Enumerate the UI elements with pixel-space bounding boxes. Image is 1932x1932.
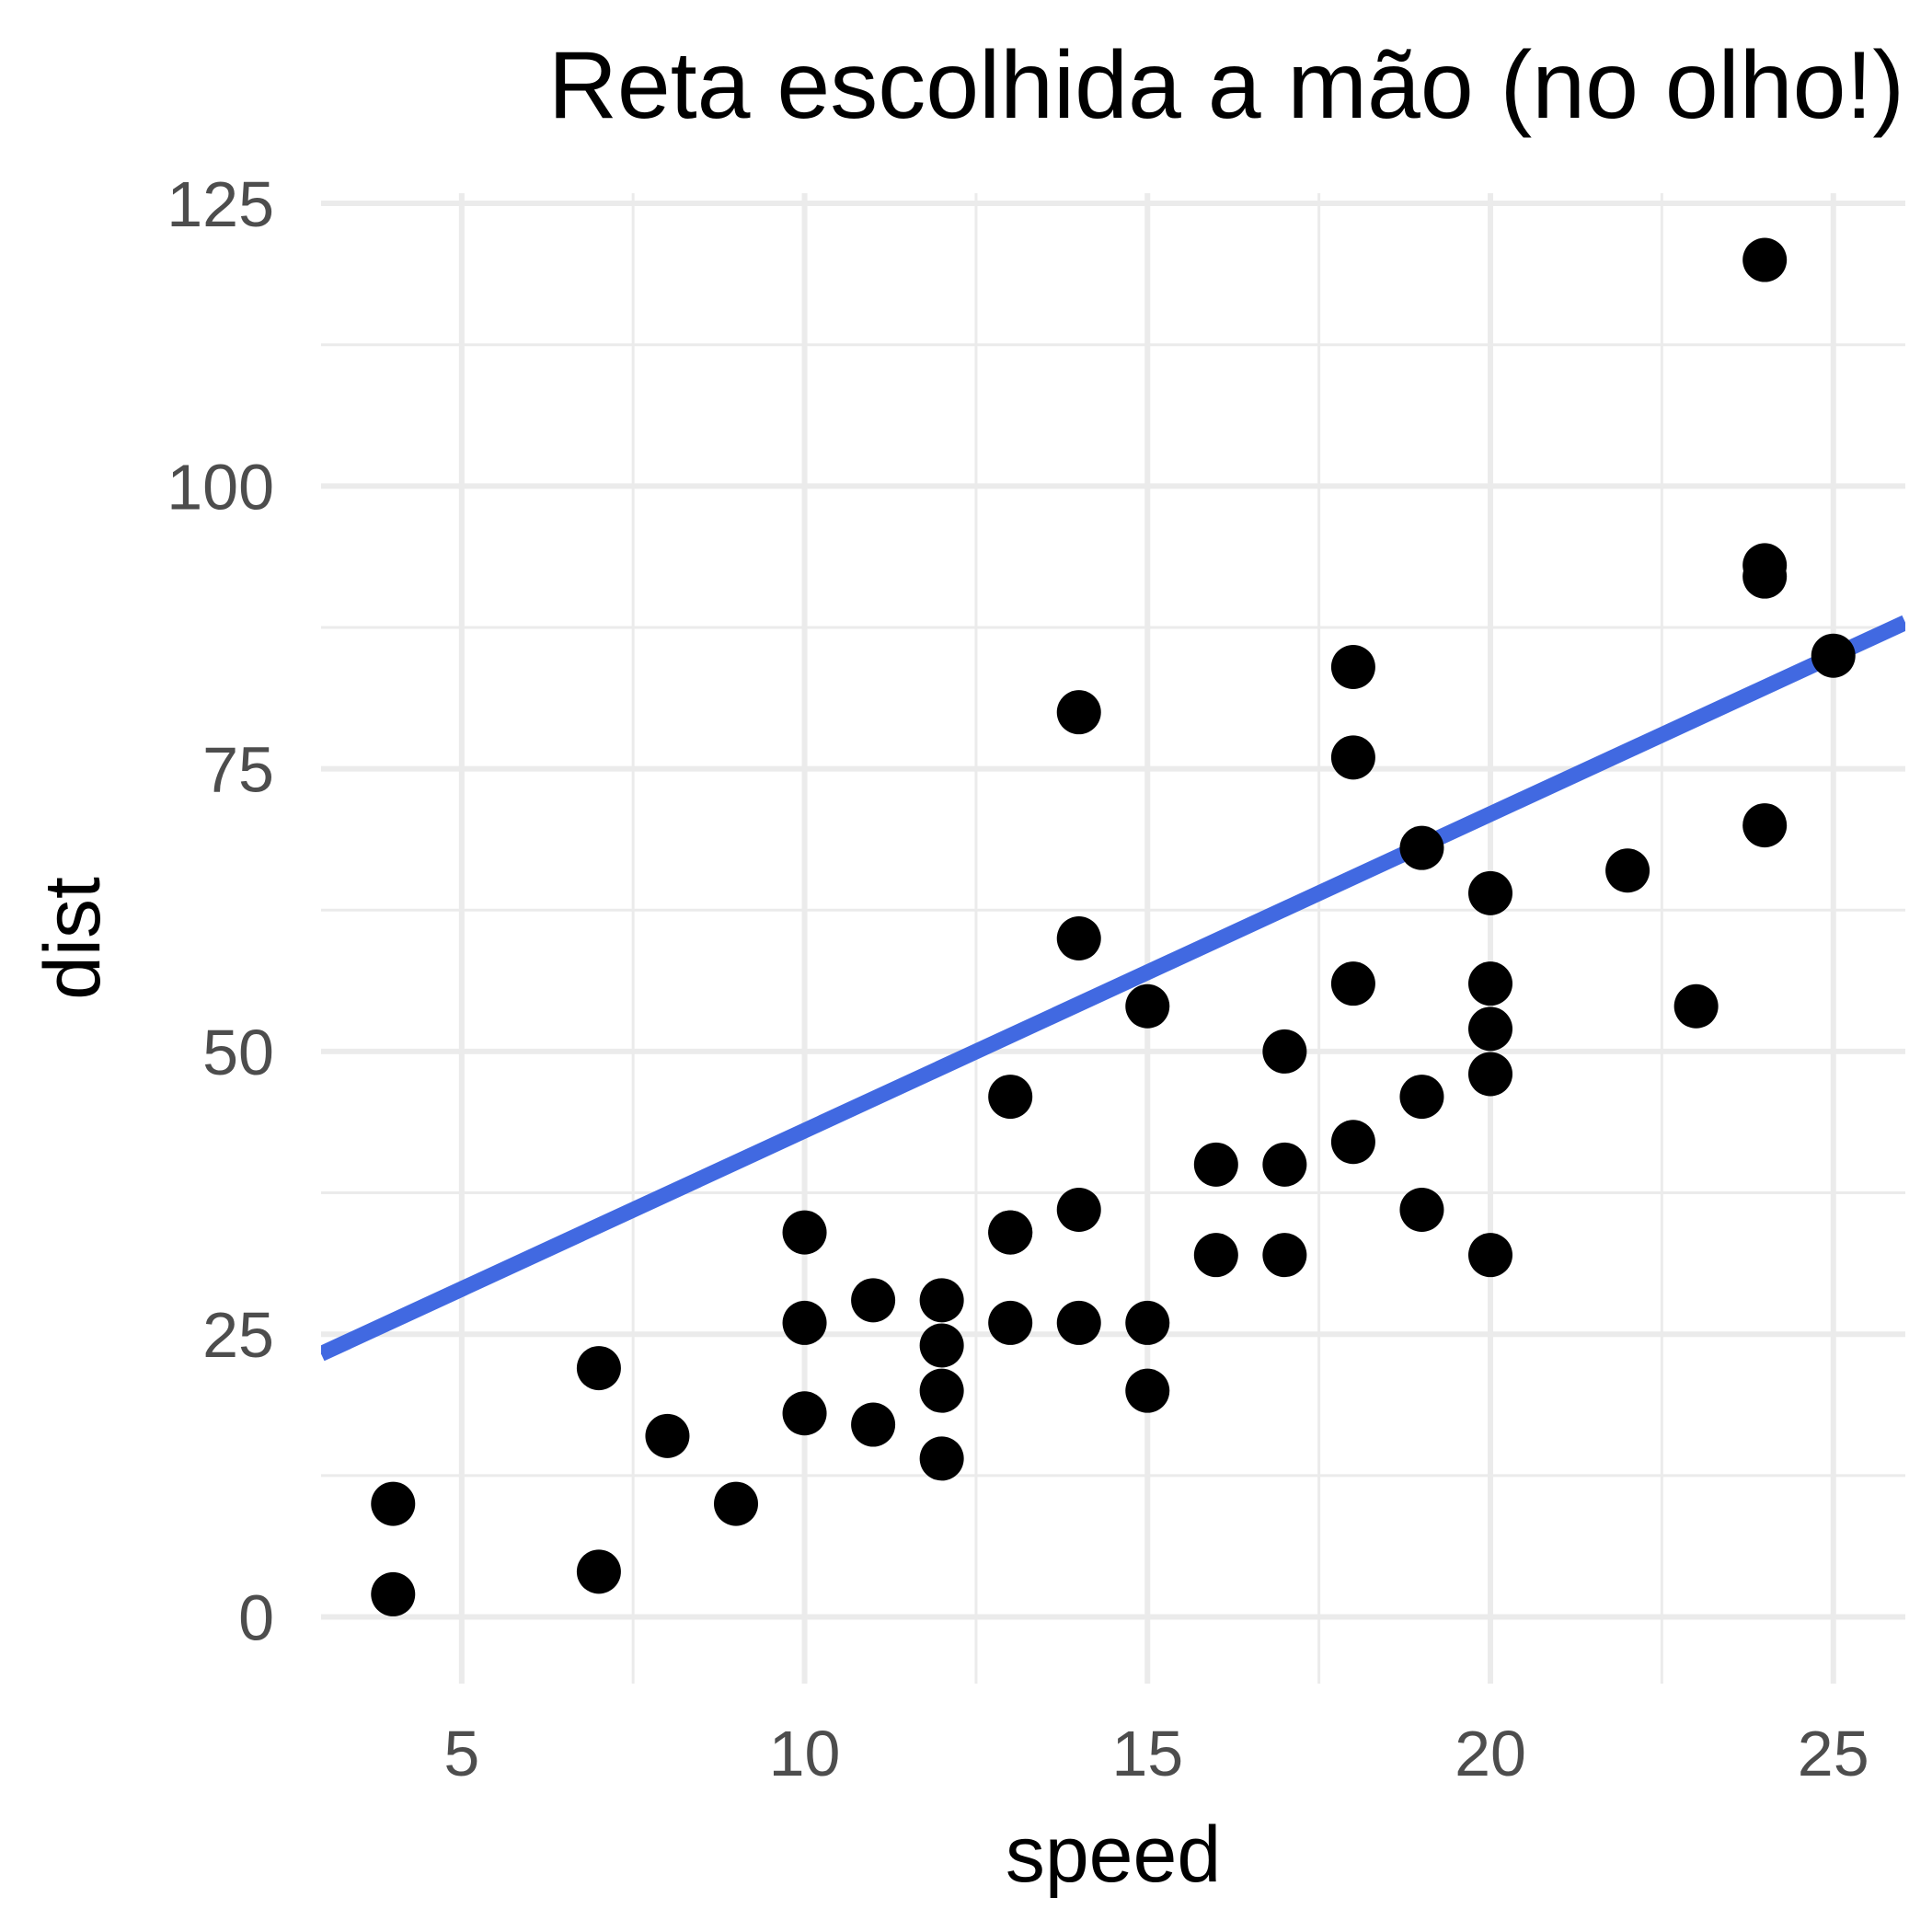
data-point [1468,1233,1512,1278]
data-point [1468,961,1512,1006]
data-point [371,1571,416,1616]
data-point [988,1075,1033,1120]
data-point [1056,1187,1101,1232]
data-point [1605,848,1650,893]
y-tick-label: 75 [202,734,274,806]
data-point [919,1368,964,1413]
data-point [1125,983,1170,1029]
data-point [782,1391,827,1436]
data-point [1399,1187,1444,1232]
x-tick-label: 15 [1111,1718,1183,1789]
fit-line-layer [321,615,1905,1362]
data-point [988,1300,1033,1345]
x-axis-ticks: 5 10 15 20 25 [443,1718,1869,1789]
y-tick-label: 125 [167,168,274,240]
x-tick-label: 25 [1798,1718,1869,1789]
x-tick-label: 20 [1455,1718,1526,1789]
x-axis-title: speed [1006,1811,1221,1899]
chart-title: Reta escolhida a mão (no olho!) [548,32,1904,139]
data-point [1673,983,1719,1029]
y-tick-label: 100 [167,451,274,523]
data-point [1468,870,1512,915]
data-point [714,1481,758,1526]
data-point [1742,237,1788,282]
data-point [1742,543,1788,588]
data-point [1056,690,1101,735]
y-tick-label: 25 [202,1299,274,1371]
data-point [1125,1368,1170,1413]
data-points [371,237,1856,1616]
minor-gridlines [321,193,1905,1684]
data-point [919,1278,964,1323]
data-point [1193,1233,1238,1278]
data-point [1399,825,1444,870]
y-tick-label: 0 [238,1581,274,1653]
data-point [782,1210,827,1255]
data-point [1262,1029,1307,1074]
data-point [1056,916,1101,960]
data-point [1468,1052,1512,1097]
data-point [782,1300,827,1345]
y-axis-ticks: 0 25 50 75 100 125 [167,168,274,1653]
data-point [1399,1075,1444,1120]
data-point [1330,961,1375,1006]
data-point [1742,803,1788,848]
data-point [988,1210,1033,1255]
data-point [371,1481,416,1526]
data-point [1056,1300,1101,1345]
data-point [1193,1142,1238,1187]
data-point [1262,1233,1307,1278]
y-tick-label: 50 [202,1017,274,1088]
data-point [576,1346,621,1391]
y-axis-title: dist [29,877,117,1000]
data-point [1262,1142,1307,1187]
x-tick-label: 10 [769,1718,841,1789]
data-point [1125,1300,1170,1345]
data-point [576,1549,621,1594]
data-point [1330,645,1375,690]
data-point [919,1323,964,1368]
hand-picked-line [321,615,1905,1362]
data-point [645,1413,690,1458]
data-point [1330,1120,1375,1165]
major-gridlines [321,193,1905,1684]
data-point [851,1402,896,1447]
data-point [851,1278,896,1323]
data-point [1811,633,1856,678]
data-point [1330,735,1375,780]
x-tick-label: 5 [443,1718,479,1789]
data-point [919,1436,964,1481]
data-point [1468,1006,1512,1052]
